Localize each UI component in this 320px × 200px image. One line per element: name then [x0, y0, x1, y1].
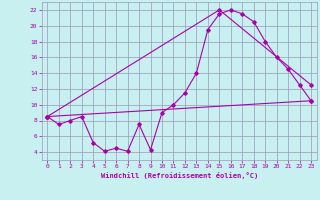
X-axis label: Windchill (Refroidissement éolien,°C): Windchill (Refroidissement éolien,°C): [100, 172, 258, 179]
